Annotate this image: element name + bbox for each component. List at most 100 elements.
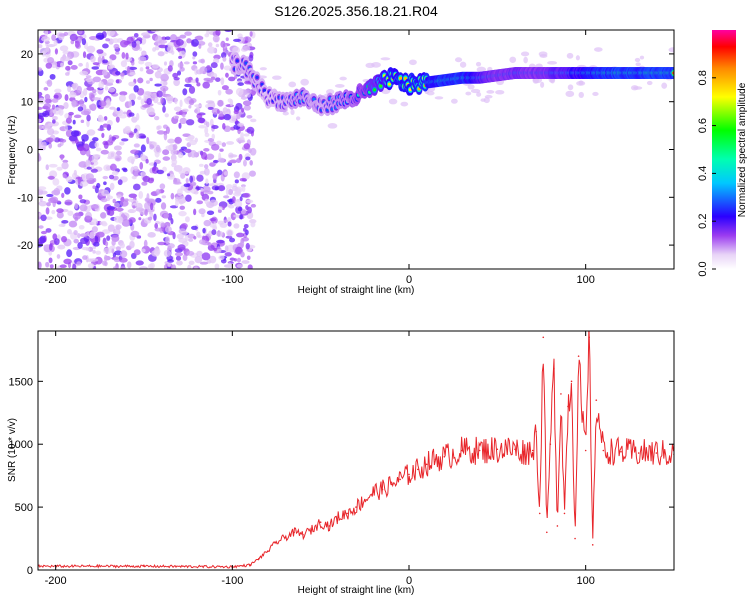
spectrogram-ridge-core <box>260 82 264 86</box>
spectrogram-noise-cell <box>103 247 112 254</box>
spectrogram-noise-cell <box>172 72 179 79</box>
spectrogram-noise-cell <box>39 196 43 203</box>
spectrogram-noise-cell <box>578 91 584 99</box>
spectrogram-noise-cell <box>240 208 247 215</box>
spectrogram-noise-cell <box>58 108 64 116</box>
spectrogram-noise-cell <box>94 141 99 148</box>
spectrogram-noise-cell <box>51 209 56 215</box>
spectrogram-noise-cell <box>103 181 107 186</box>
spectrogram-noise-cell <box>48 243 53 251</box>
spectrogram-noise-cell <box>128 217 136 224</box>
spectrogram-noise-cell <box>371 62 381 68</box>
spectrogram-noise-cell <box>128 132 134 138</box>
spectrogram-noise-cell <box>593 47 603 52</box>
spectrogram-noise-cell <box>592 91 599 96</box>
spectrogram-noise-cell <box>38 112 47 117</box>
colorbar: 0.0 0.2 0.4 0.6 0.8 Normalized spectral ampl… <box>697 30 748 277</box>
spectrogram-noise-cell <box>60 62 64 68</box>
spectrogram-noise-cell <box>163 213 169 219</box>
spectrogram-noise-cell <box>191 225 198 230</box>
spectrogram-noise-cell <box>259 67 267 71</box>
spectrogram-noise-cell <box>215 77 221 82</box>
spectrogram-noise-cell <box>79 233 88 238</box>
spectrogram-noise-cell <box>46 202 51 207</box>
spectrogram-noise-cell <box>45 62 53 69</box>
spectrogram-noise-cell <box>194 104 202 108</box>
spectrogram-noise-cell <box>89 104 93 111</box>
spectrogram-noise-cell <box>194 266 198 269</box>
snr-y-ticks: 0 500 1000 1500 <box>9 376 674 577</box>
spectrogram-noise-cell <box>223 113 232 121</box>
spectrogram-noise-cell <box>111 38 120 44</box>
spectrogram-noise-cell <box>139 67 144 72</box>
spectrogram-noise-cell <box>162 87 166 96</box>
spectrogram-noise-cell <box>85 173 94 181</box>
spectrogram-noise-cell <box>196 231 201 238</box>
colorbar-tick-label: 0.4 <box>697 166 709 181</box>
spectrogram-noise-cell <box>124 198 129 202</box>
spectrogram-noise-cell <box>207 42 213 48</box>
spectrogram-noise-cell <box>79 99 84 107</box>
spectrogram-noise-cell <box>119 141 125 146</box>
snr-data-point <box>434 458 437 461</box>
spectrogram-noise-cell <box>178 210 187 217</box>
spectrogram-noise-cell <box>146 193 150 201</box>
spectrogram-noise-cell <box>149 144 155 150</box>
spectrogram-noise-cell <box>173 78 180 87</box>
snr-data-point <box>542 336 545 339</box>
snr-data-point <box>284 536 287 539</box>
spectrogram-noise-cell <box>235 102 243 110</box>
spectrogram-noise-cell <box>196 200 204 205</box>
spectrogram-noise-cell <box>72 119 76 125</box>
snr-y-tick-label: 500 <box>15 502 33 514</box>
snr-data-point <box>311 528 313 531</box>
spectrogram-noise-cell <box>162 105 166 113</box>
spectrogram-noise-cell <box>246 114 253 119</box>
spectrogram-noise-cell <box>173 181 182 185</box>
spectrogram-noise-cell <box>121 138 129 142</box>
spectrogram-noise-cell <box>400 101 409 107</box>
spectrogram-noise-cell <box>53 94 59 99</box>
spectrogram-noise-cell <box>339 76 347 81</box>
spectrogram-noise-cell <box>97 128 105 132</box>
spectrogram-noise-cell <box>163 249 172 258</box>
spectrogram-noise-cell <box>409 59 417 66</box>
spectrogram-noise-cell <box>74 138 79 145</box>
spectrogram-noise-cell <box>85 75 92 79</box>
spectrogram-noise-cell <box>239 177 247 182</box>
spectrogram-noise-cell <box>147 232 156 238</box>
spectrogram-noise-cell <box>215 30 221 37</box>
spectrogram-noise-cell <box>167 259 174 263</box>
spectrogram-ridge-core <box>235 59 239 63</box>
spectrogram-noise-cell <box>173 106 182 112</box>
spectrogram-noise-cell <box>139 162 144 170</box>
spectrogram-noise-cell <box>176 47 185 51</box>
spectrogram-noise-cell <box>178 122 182 129</box>
spectrogram-noise-cell <box>106 206 115 211</box>
spectrogram-noise-cell <box>200 152 208 160</box>
spectrogram-noise-cell <box>486 90 495 94</box>
spectrogram-noise-cell <box>233 110 239 115</box>
spectrogram-noise-cell <box>184 77 192 84</box>
spectrogram-noise-cell <box>128 112 135 117</box>
spectrogram-noise-cell <box>96 182 101 189</box>
spectrogram-noise-cell <box>64 94 69 101</box>
spectrogram-noise-cell <box>115 71 121 76</box>
spectrogram-noise-cell <box>206 210 215 216</box>
spectrogram-noise-cell <box>92 137 99 142</box>
spectrogram-noise-cell <box>198 125 207 129</box>
spectrogram-noise-cell <box>64 124 68 132</box>
spectrogram-noise-cell <box>141 248 146 253</box>
spectrogram-noise-cell <box>85 159 91 166</box>
spectrogram-noise-cell <box>175 39 184 46</box>
spectrogram-ridge-core <box>262 88 267 93</box>
spectrogram-noise-cell <box>102 43 109 49</box>
spectrogram-noise-cell <box>188 260 195 265</box>
spectrogram-noise-cell <box>89 258 99 262</box>
spectrogram-noise-cell <box>108 174 115 180</box>
spectrogram-noise-cell <box>245 156 251 161</box>
spectrogram-noise-cell <box>86 119 90 128</box>
snr-data-point <box>275 541 278 544</box>
spectrogram-noise-cell <box>70 65 78 70</box>
snr-data-point <box>355 506 357 508</box>
